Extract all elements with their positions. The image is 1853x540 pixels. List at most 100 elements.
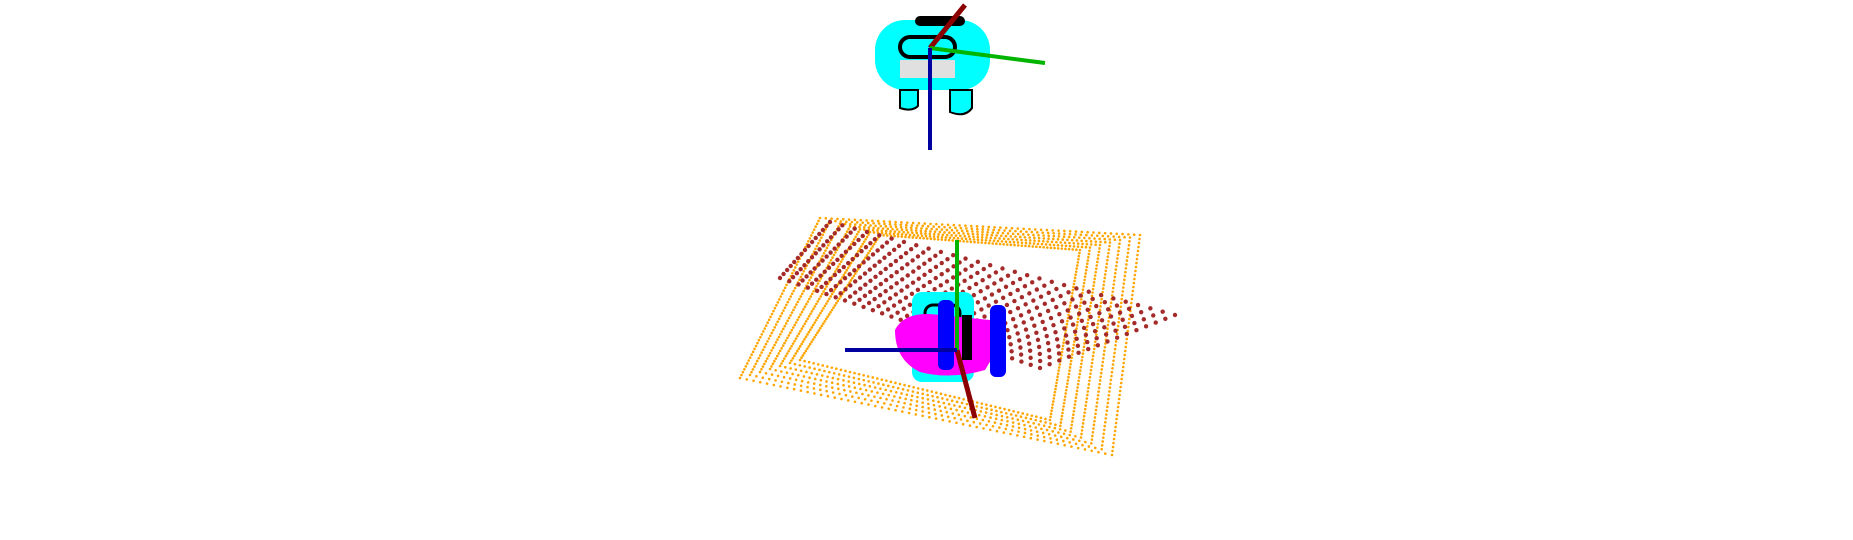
grid-point bbox=[896, 243, 902, 249]
tray-point bbox=[900, 233, 904, 236]
tray-point bbox=[1059, 421, 1063, 424]
grid-point bbox=[945, 256, 950, 262]
tray-point bbox=[888, 232, 892, 235]
tray-point bbox=[791, 271, 794, 275]
grid-point bbox=[1053, 330, 1058, 335]
tray-point bbox=[916, 391, 920, 395]
tray-point bbox=[1105, 409, 1109, 412]
tray-point bbox=[778, 349, 782, 353]
tray-point bbox=[1056, 238, 1060, 241]
tray-point bbox=[1004, 234, 1008, 238]
tray-point bbox=[1098, 308, 1102, 312]
tray-point bbox=[1063, 443, 1066, 447]
grid-point bbox=[1141, 317, 1147, 322]
grid-point bbox=[1013, 324, 1018, 329]
tray-point bbox=[1059, 424, 1062, 428]
tray-point bbox=[966, 232, 970, 236]
tray-point bbox=[952, 223, 956, 227]
tray-point bbox=[1115, 232, 1119, 236]
tray-point bbox=[1045, 246, 1049, 249]
grid-point bbox=[799, 251, 804, 257]
tray-point bbox=[806, 281, 810, 285]
grid-point bbox=[1046, 290, 1051, 296]
tray-point bbox=[929, 222, 932, 226]
grid-point bbox=[1098, 292, 1104, 298]
tray-point bbox=[1072, 285, 1075, 289]
tray-point bbox=[799, 329, 802, 333]
tray-point bbox=[972, 420, 976, 424]
tray-point bbox=[801, 354, 805, 357]
tray-point bbox=[1080, 429, 1084, 432]
tray-point bbox=[1013, 243, 1016, 247]
tray-point bbox=[1019, 230, 1023, 233]
tray-point bbox=[1079, 436, 1083, 439]
grid-point bbox=[852, 241, 857, 247]
tray-point bbox=[1054, 423, 1057, 426]
tray-point bbox=[1074, 233, 1077, 236]
tray-point bbox=[1115, 332, 1119, 336]
tray-point bbox=[862, 240, 866, 243]
tray-point bbox=[928, 235, 932, 238]
tray-point bbox=[915, 400, 919, 403]
tray-point bbox=[976, 230, 979, 233]
grid-point bbox=[901, 239, 907, 245]
tray-point bbox=[975, 227, 979, 231]
tray-point bbox=[808, 376, 811, 380]
tray-point bbox=[1118, 393, 1121, 397]
tray-point bbox=[821, 364, 825, 367]
tray-point bbox=[1074, 442, 1078, 446]
grid-point bbox=[1120, 317, 1125, 322]
tray-point bbox=[965, 240, 969, 243]
grid-point bbox=[895, 310, 900, 315]
tray-point bbox=[914, 408, 918, 412]
tray-point bbox=[1037, 423, 1041, 426]
tray-point bbox=[1122, 361, 1126, 365]
tray-point bbox=[1077, 257, 1080, 261]
tray-point bbox=[757, 338, 761, 342]
tray-point bbox=[988, 239, 992, 242]
tray-point bbox=[1009, 235, 1013, 238]
tray-point bbox=[1119, 305, 1123, 309]
tray-point bbox=[915, 236, 918, 240]
tray-point bbox=[1120, 377, 1123, 381]
tray-point bbox=[1102, 428, 1106, 432]
tray-point bbox=[1100, 297, 1103, 301]
grid-point bbox=[938, 283, 944, 288]
tray-point bbox=[820, 309, 824, 312]
tray-point bbox=[978, 422, 982, 425]
tray-point bbox=[1025, 413, 1029, 416]
tray-point bbox=[1086, 262, 1089, 266]
tray-point bbox=[1087, 386, 1090, 390]
tray-point bbox=[781, 327, 785, 331]
tray-point bbox=[1024, 416, 1028, 420]
grid-point bbox=[1063, 333, 1069, 338]
grid-point bbox=[996, 288, 1002, 293]
grid-point bbox=[1000, 266, 1005, 271]
grid-point bbox=[808, 270, 813, 275]
tray-point bbox=[784, 339, 788, 342]
tray-point bbox=[1096, 393, 1100, 397]
tray-point bbox=[754, 362, 758, 366]
grid-point bbox=[1037, 276, 1042, 281]
tray-point bbox=[816, 282, 820, 285]
tray-point bbox=[1057, 229, 1060, 232]
tray-point bbox=[803, 351, 806, 355]
grid-point bbox=[889, 273, 894, 279]
tray-point bbox=[790, 344, 793, 348]
tray-point bbox=[827, 313, 831, 316]
tray-point bbox=[852, 381, 856, 385]
tray-point bbox=[1030, 414, 1034, 417]
grid-point bbox=[993, 270, 999, 275]
tray-point bbox=[1133, 277, 1136, 281]
tray-point bbox=[1126, 255, 1129, 259]
tray-point bbox=[1074, 434, 1077, 438]
grid-point bbox=[951, 264, 956, 269]
tray-point bbox=[1081, 355, 1084, 359]
tray-point bbox=[1110, 370, 1114, 374]
tray-point bbox=[959, 234, 962, 238]
tray-point bbox=[897, 400, 900, 404]
grid-point bbox=[1085, 339, 1090, 345]
tray-point bbox=[752, 379, 755, 383]
